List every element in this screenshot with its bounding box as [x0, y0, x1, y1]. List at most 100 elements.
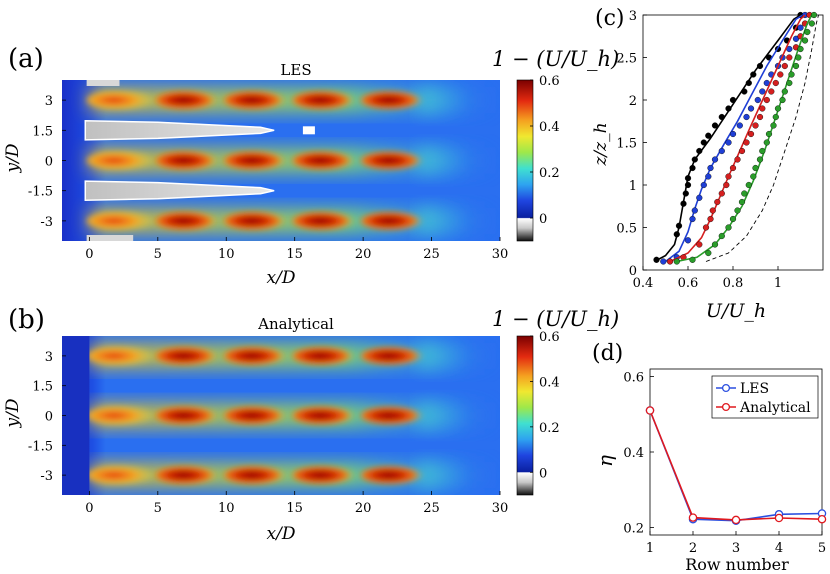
- profile-point: [795, 54, 802, 61]
- panel-label-d: (d): [592, 341, 623, 366]
- panel-label-c: (c): [595, 6, 625, 31]
- wake-core: [291, 465, 356, 485]
- profile-point: [723, 181, 730, 189]
- profile-point: [741, 190, 748, 197]
- x-tick-label: 0: [85, 501, 93, 516]
- panel-a-xlabel: x/D: [267, 268, 296, 288]
- colorbar-tick-label: 0.2: [539, 421, 560, 436]
- y-tick-label: 2: [629, 94, 637, 109]
- y-tick-label: -3: [40, 215, 53, 230]
- x-tick-label: 25: [423, 247, 440, 262]
- wake-core: [154, 150, 219, 171]
- profile-point: [745, 181, 752, 189]
- wake-core: [86, 150, 156, 171]
- wake-tail: [417, 147, 500, 174]
- profile-point: [689, 215, 696, 223]
- panel-d-ylabel: η: [593, 455, 617, 467]
- wake-core: [154, 211, 219, 231]
- profile-point: [770, 122, 777, 129]
- wake-core: [291, 90, 356, 110]
- wake-core: [86, 406, 156, 425]
- y-tick-label: 0.2: [623, 521, 644, 536]
- profile-point: [756, 113, 764, 121]
- profile-point: [777, 71, 784, 78]
- panel-c-xlabel: U/U_h: [706, 300, 766, 322]
- profile-point: [714, 198, 721, 206]
- x-tick-label: 30: [492, 501, 509, 516]
- profile-point: [682, 190, 689, 197]
- wake-core: [291, 150, 356, 171]
- wake-core: [223, 150, 287, 171]
- x-tick-label: 25: [423, 501, 440, 516]
- profile-line-row-2: [665, 14, 804, 263]
- wake-core: [360, 150, 424, 171]
- profile-point: [725, 105, 732, 112]
- panel-c-profiles: 0.4 0.6 0.8 1 0 0.5 1 1.5 2 2.5 3: [616, 9, 824, 291]
- profile-line-row-4: [676, 14, 813, 263]
- profile-point: [781, 62, 788, 70]
- x-tick-label: 10: [218, 501, 235, 516]
- profile-point: [750, 71, 757, 78]
- colorbar-tick-label: 0.4: [539, 120, 560, 135]
- legend-label: Analytical: [739, 400, 811, 416]
- profile-point: [675, 222, 683, 229]
- x-tick-label: 20: [355, 501, 372, 516]
- colorbar-a-title: 1 − (U/U_h): [492, 47, 619, 71]
- panel-b-xlabel: x/D: [267, 524, 296, 544]
- y-tick-label: 1.5: [616, 137, 637, 152]
- profile-point: [750, 173, 757, 180]
- profile-point: [734, 156, 741, 163]
- wake-core: [154, 406, 219, 425]
- x-tick-label: 5: [154, 501, 162, 516]
- x-tick-label: 0.6: [678, 276, 699, 291]
- colorbar-tick-label: 0.4: [539, 375, 560, 390]
- profile-point: [696, 194, 703, 201]
- y-tick-label: 0: [629, 264, 637, 279]
- x-tick-label: 30: [492, 247, 509, 262]
- x-tick-label: 0.8: [723, 276, 744, 291]
- profile-point: [756, 62, 764, 70]
- profile-point: [709, 207, 716, 214]
- profile-point: [660, 258, 667, 265]
- x-tick-label: 1: [774, 276, 782, 291]
- profile-point: [684, 181, 692, 189]
- y-tick-label: 3: [45, 94, 53, 109]
- colorbar-b: 0.6 0.4 0.2 0: [516, 330, 560, 496]
- profile-point: [745, 79, 752, 87]
- wake-core: [223, 211, 287, 231]
- wake-core: [360, 346, 424, 366]
- x-tick-label: 5: [818, 541, 826, 556]
- profile-point: [711, 156, 719, 163]
- profile-point: [729, 96, 737, 104]
- speedup-patch: [302, 126, 315, 135]
- profile-point: [808, 20, 815, 27]
- profile-point: [680, 200, 687, 207]
- speedup-edge: [86, 80, 120, 86]
- wake-core: [86, 346, 156, 366]
- profile-point: [684, 175, 692, 182]
- profile-point: [772, 113, 779, 121]
- profile-point: [689, 256, 696, 263]
- panel-a-title: LES: [280, 61, 311, 79]
- panel-d-xlabel: Row number: [685, 555, 789, 574]
- profile-point: [718, 190, 725, 197]
- profile-point: [763, 139, 770, 146]
- panel-label-b: (b): [8, 305, 45, 335]
- wake-tail: [417, 342, 500, 369]
- wake-core: [223, 90, 287, 110]
- profile-point: [673, 258, 680, 265]
- y-tick-label: 0.5: [616, 222, 637, 237]
- colorbar-scale: [516, 335, 534, 496]
- profile-point: [738, 147, 746, 155]
- profile-point: [707, 164, 714, 172]
- series-point-analytical: [731, 515, 741, 525]
- colorbar-tick-label: 0.2: [539, 166, 560, 181]
- wake-core: [360, 465, 424, 485]
- profile-point: [725, 139, 732, 146]
- wake-tail: [417, 402, 500, 429]
- profile-point: [705, 132, 712, 139]
- profile-point: [765, 130, 773, 138]
- profile-point: [756, 156, 764, 163]
- profile-point: [774, 105, 782, 112]
- upstream-region: [62, 336, 90, 495]
